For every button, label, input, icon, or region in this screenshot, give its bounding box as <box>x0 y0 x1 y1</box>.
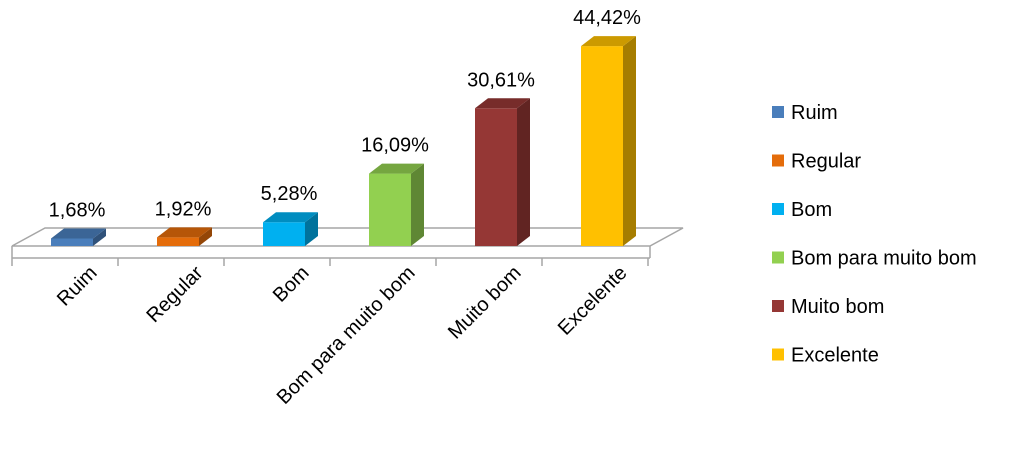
bar-side-face <box>623 36 636 246</box>
bar-bom <box>263 212 318 246</box>
legend: Ruim Regular Bom Bom para muito bom Muito bo… <box>772 102 977 367</box>
legend-label: Ruim <box>791 102 838 124</box>
bar-side-face <box>517 98 530 246</box>
bar-front-face <box>581 46 623 246</box>
bar-side-face <box>305 212 318 246</box>
legend-swatch <box>772 106 784 118</box>
legend-item-excelente: Excelente <box>772 345 879 367</box>
data-label-ruim: 1,68% <box>49 199 106 221</box>
data-label-regular: 1,92% <box>155 198 212 220</box>
bar-front-face <box>157 237 199 246</box>
bar-front-face <box>263 222 305 246</box>
bar-top-face <box>263 212 318 223</box>
legend-item-bom-para-muito-bom: Bom para muito bom <box>772 248 977 270</box>
bar-muito-bom <box>475 98 530 246</box>
legend-swatch <box>772 203 784 215</box>
bar-top-face <box>475 98 530 109</box>
bar-regular <box>157 227 212 246</box>
chart-floor <box>11 227 684 247</box>
legend-item-ruim: Ruim <box>772 102 838 124</box>
bar-top-face <box>581 36 636 47</box>
data-labels-group: 1,68% 1,92% 5,28% 16,09% 30,61% 44,42% <box>49 7 641 221</box>
data-label-excelente: 44,42% <box>573 7 641 29</box>
bar-side-face <box>93 228 106 246</box>
legend-item-regular: Regular <box>772 151 861 173</box>
bar-bom-para-muito-bom <box>369 163 424 246</box>
legend-label: Bom para muito bom <box>791 248 977 270</box>
legend-swatch <box>772 251 784 264</box>
data-label-bom-para-muito-bom: 16,09% <box>361 135 429 157</box>
legend-swatch <box>772 348 784 361</box>
data-label-muito-bom: 30,61% <box>467 69 535 91</box>
bar-top-face <box>51 228 106 239</box>
floor-plane <box>11 227 684 247</box>
legend-label: Regular <box>791 151 861 173</box>
bar-side-face <box>411 163 424 246</box>
legend-swatch <box>772 300 784 312</box>
data-label-bom: 5,28% <box>261 183 318 205</box>
legend-label: Bom <box>791 199 832 221</box>
bar-excelente <box>581 36 636 246</box>
bar-front-face <box>369 173 411 246</box>
bar-side-face <box>199 227 212 246</box>
legend-item-muito-bom: Muito bom <box>772 296 884 318</box>
x-tick-label-excelente: Excelente <box>554 262 632 340</box>
x-tick-label-bom: Bom <box>269 262 314 307</box>
bars-group <box>51 36 636 246</box>
legend-item-bom: Bom <box>772 199 832 221</box>
bar-front-face <box>51 238 93 246</box>
bar-top-face <box>157 227 212 238</box>
x-tick-label-ruim: Ruim <box>53 262 102 311</box>
bar-top-face <box>369 163 424 174</box>
legend-swatch <box>772 154 784 167</box>
x-tick-label-regular: Regular <box>142 262 207 327</box>
x-tick-label-muito-bom: Muito bom <box>444 262 526 344</box>
bar-front-face <box>475 108 517 246</box>
bar-ruim <box>51 228 106 246</box>
legend-label: Excelente <box>791 345 879 367</box>
legend-label: Muito bom <box>791 296 884 318</box>
